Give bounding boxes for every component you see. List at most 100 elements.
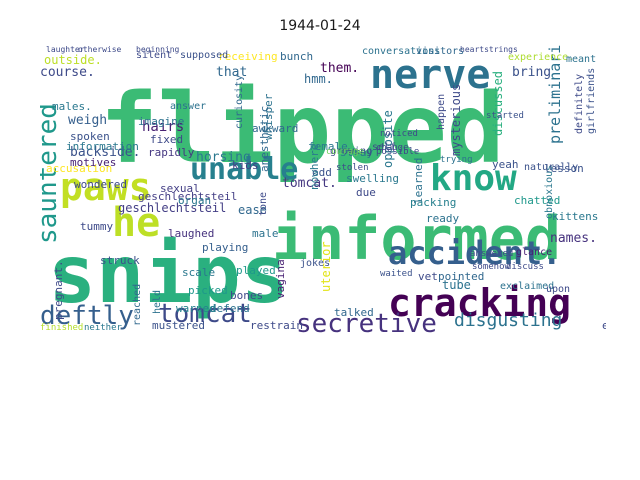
cloud-word: male	[252, 227, 279, 240]
cloud-word: ready	[426, 212, 459, 225]
cloud-word: jokes	[300, 258, 330, 269]
cloud-word: answer	[170, 101, 206, 112]
cloud-word: obnoxious	[544, 165, 555, 219]
cloud-word: started	[486, 111, 524, 121]
cloud-word: accusation	[46, 162, 112, 175]
word-cloud: flipped snips informed paws he nerve know unabl…	[40, 44, 606, 336]
cloud-word: beginning	[136, 45, 180, 54]
cloud-word: that	[216, 65, 247, 80]
cloud-word: flipped	[100, 73, 505, 185]
cloud-word: males.	[52, 100, 92, 113]
cloud-word: stray	[340, 146, 373, 159]
cloud-word: talked	[334, 306, 374, 319]
cloud-word: laughter	[46, 45, 85, 54]
cloud-word: conversations	[362, 46, 440, 57]
cloud-word: paws	[60, 165, 152, 209]
cloud-word: female	[308, 140, 348, 153]
cloud-word: warned	[176, 302, 216, 315]
cloud-word: fixed	[150, 133, 183, 146]
cloud-word: organ	[178, 194, 211, 207]
cloud-word: geschlechtsteil	[118, 201, 226, 215]
cloud-word: them.	[320, 61, 359, 76]
cloud-word: weigh	[68, 113, 107, 128]
cloud-word: bring	[512, 65, 551, 80]
cloud-word: know	[430, 158, 517, 199]
cloud-word: curiosity	[234, 75, 245, 129]
cloud-word: mysterious	[449, 84, 463, 156]
cloud-word: pregnant.	[52, 260, 65, 320]
cloud-word: yeah	[492, 158, 519, 171]
cloud-word: glance	[516, 247, 552, 258]
cloud-word: definitely	[574, 74, 585, 134]
cloud-word: whisper	[262, 93, 275, 140]
cloud-word: learned	[412, 158, 425, 204]
cloud-word: due	[356, 186, 376, 199]
cloud-word: cracking	[388, 281, 571, 325]
cloud-word: horsing	[196, 150, 251, 165]
cloud-word: opposite	[381, 110, 395, 168]
cloud-word: visitors	[416, 46, 464, 57]
cloud-word: somehow	[472, 262, 511, 272]
cloud-word: waited	[380, 269, 413, 279]
cloud-word: spoken	[70, 130, 110, 143]
cloud-word: stolen	[336, 163, 369, 173]
cloud-word: accident.	[388, 234, 561, 272]
cloud-word: upon	[546, 284, 570, 295]
cloud-word: backside.	[70, 145, 140, 160]
cloud-word: nerve	[370, 52, 490, 98]
cloud-word: secretive	[296, 309, 437, 336]
cloud-word: packing	[410, 196, 456, 209]
cloud-word: unable	[190, 152, 298, 187]
cloud-word: naturally	[524, 162, 578, 173]
cloud-word: picked	[188, 284, 228, 297]
cloud-word: course.	[40, 65, 95, 80]
cloud-word: answered	[470, 249, 513, 259]
cloud-word: mustered	[152, 319, 205, 332]
cloud-word: self	[372, 142, 396, 153]
cloud-word: wondered	[74, 178, 127, 191]
cloud-word: playing	[202, 241, 248, 254]
cloud-word: reached	[132, 284, 143, 326]
cloud-word: struck	[100, 254, 140, 267]
cloud-word: exclaimed	[500, 281, 554, 292]
cloud-word: tomcat	[158, 299, 252, 329]
cloud-word: silent	[136, 50, 172, 61]
cloud-word: scale	[182, 266, 215, 279]
cloud-word: discussed	[491, 71, 505, 136]
cloud-word: hairs	[142, 119, 184, 135]
cloud-word: vagina	[274, 259, 287, 299]
cloud-word: held	[152, 290, 163, 314]
cloud-word: otherwise	[78, 45, 122, 54]
cloud-word: geschlechtsteil	[138, 190, 237, 203]
cloud-word: names.	[550, 231, 597, 246]
cloud-word: happen	[436, 94, 447, 130]
cloud-word: possible	[376, 147, 419, 157]
cloud-word: he	[112, 200, 160, 246]
cloud-word: sexual	[160, 182, 200, 195]
cloud-word: tomcat.	[282, 176, 337, 191]
cloud-word: exact	[602, 319, 606, 332]
cloud-word: kittens	[552, 210, 598, 223]
cloud-word: tummy	[80, 220, 113, 233]
cloud-word: anesthetic	[258, 106, 271, 172]
cloud-word: swelling	[346, 172, 399, 185]
cloud-word: snips	[48, 228, 289, 321]
cloud-word: information	[66, 140, 139, 153]
cloud-word: kids	[232, 159, 259, 172]
cloud-word: supposed	[180, 50, 228, 61]
cloud-word: tube	[442, 278, 471, 292]
cloud-word: girlfriends	[586, 68, 597, 134]
cloud-word: uterior	[319, 241, 333, 292]
cloud-word: discuss	[506, 262, 544, 272]
cloud-word: bunch	[280, 50, 313, 63]
cloud-word: informed	[272, 204, 561, 274]
cloud-word: awkward	[252, 122, 298, 135]
cloud-word: sauntered	[40, 103, 63, 244]
cloud-word: trying	[440, 155, 473, 165]
cloud-word: heartstrings	[460, 45, 518, 54]
cloud-word: imagine	[138, 115, 184, 128]
cloud-word: deftly	[40, 301, 134, 331]
cloud-word: courage	[326, 147, 364, 157]
cloud-word: disgusting	[454, 310, 562, 331]
